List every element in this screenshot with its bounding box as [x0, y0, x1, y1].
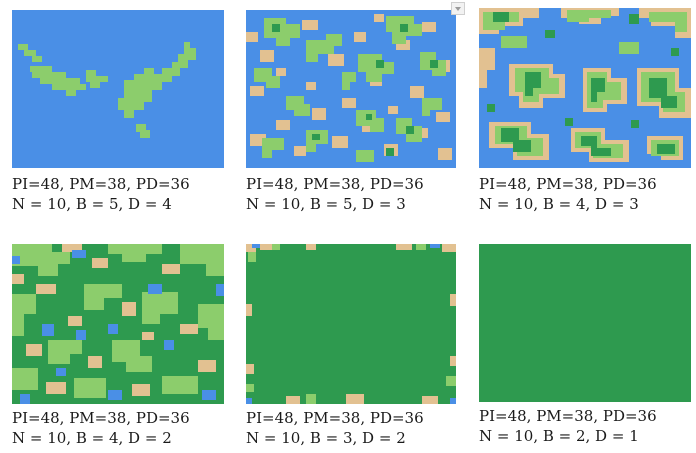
terrain-map-3	[479, 8, 691, 168]
settings-line: N = 10, B = 4, D = 2	[12, 429, 172, 447]
settings-line: N = 10, B = 2, D = 1	[479, 427, 639, 445]
terrain-map-1	[12, 10, 224, 168]
tile-caption: PI=48, PM=38, PD=36 N = 10, B = 2, D = 1	[479, 406, 691, 446]
params-line: PI=48, PM=38, PD=36	[246, 409, 424, 427]
map-tile-1: PI=48, PM=38, PD=36 N = 10, B = 5, D = 4	[12, 10, 224, 214]
params-line: PI=48, PM=38, PD=36	[246, 175, 424, 193]
map-tile-4: PI=48, PM=38, PD=36 N = 10, B = 4, D = 2	[12, 244, 224, 448]
map-tile-3: PI=48, PM=38, PD=36 N = 10, B = 4, D = 3	[479, 8, 691, 214]
params-line: PI=48, PM=38, PD=36	[479, 407, 657, 425]
tile-caption: PI=48, PM=38, PD=36 N = 10, B = 4, D = 2	[12, 408, 224, 448]
terrain-map-4	[12, 244, 224, 404]
terrain-map-2	[246, 10, 456, 168]
terrain-map-5	[246, 244, 456, 404]
params-line: PI=48, PM=38, PD=36	[12, 175, 190, 193]
tile-caption: PI=48, PM=38, PD=36 N = 10, B = 3, D = 2	[246, 408, 456, 448]
settings-line: N = 10, B = 4, D = 3	[479, 195, 639, 213]
settings-line: N = 10, B = 3, D = 2	[246, 429, 406, 447]
params-line: PI=48, PM=38, PD=36	[12, 409, 190, 427]
map-tile-5: PI=48, PM=38, PD=36 N = 10, B = 3, D = 2	[246, 244, 456, 448]
map-tile-6: PI=48, PM=38, PD=36 N = 10, B = 2, D = 1	[479, 244, 691, 446]
tile-caption: PI=48, PM=38, PD=36 N = 10, B = 4, D = 3	[479, 174, 691, 214]
params-line: PI=48, PM=38, PD=36	[479, 175, 657, 193]
settings-line: N = 10, B = 5, D = 4	[12, 195, 172, 213]
settings-line: N = 10, B = 5, D = 3	[246, 195, 406, 213]
terrain-map-6	[479, 244, 691, 402]
tile-caption: PI=48, PM=38, PD=36 N = 10, B = 5, D = 3	[246, 174, 456, 214]
tile-caption: PI=48, PM=38, PD=36 N = 10, B = 5, D = 4	[12, 174, 224, 214]
chevron-down-icon[interactable]	[451, 2, 465, 15]
map-tile-2: PI=48, PM=38, PD=36 N = 10, B = 5, D = 3	[246, 10, 456, 214]
